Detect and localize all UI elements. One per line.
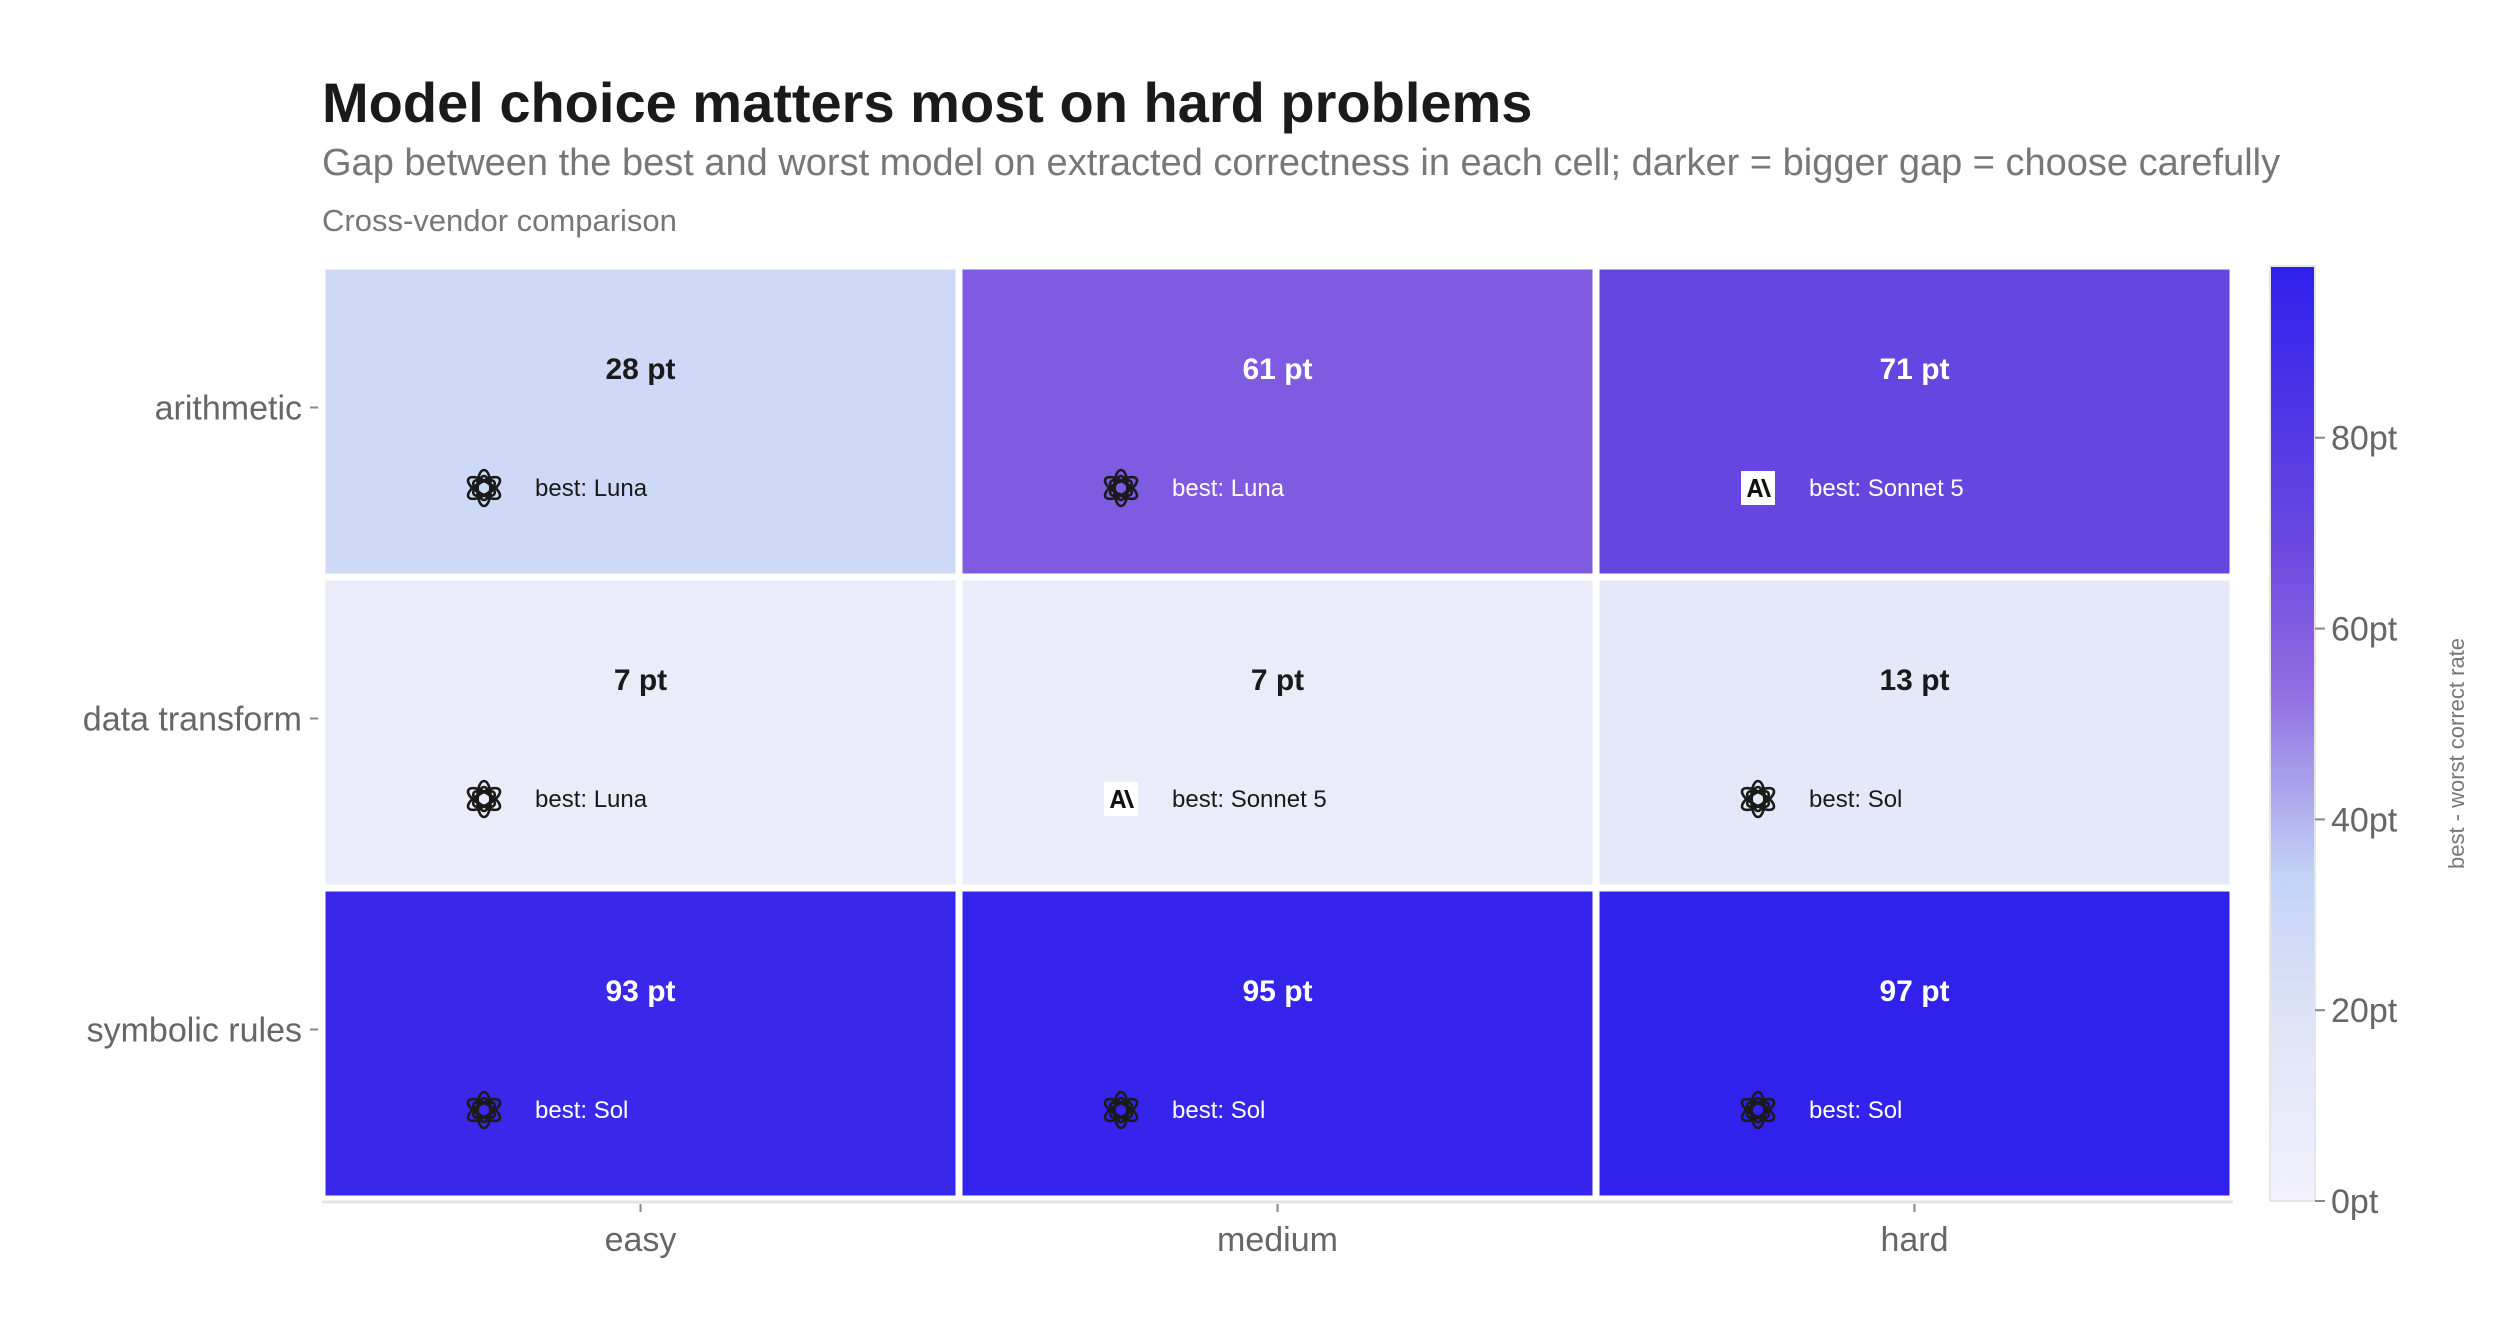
- cell-best-model-label: best: Sol: [535, 1097, 628, 1124]
- heatmap-cell-rect: [318, 573, 963, 892]
- heatmap-cell-rect: [1592, 262, 2237, 581]
- y-tick-label: arithmetic: [155, 390, 302, 428]
- cell-value-label: 97 pt: [1879, 975, 1949, 1008]
- cell-value-label: 71 pt: [1879, 353, 1949, 386]
- cell-best-model-label: best: Luna: [535, 786, 648, 813]
- cell-value-label: 93 pt: [605, 975, 675, 1008]
- heatmap-cell-rect: [318, 884, 963, 1203]
- colorbar-tick-label: 80pt: [2331, 420, 2398, 458]
- colorbar: 0pt 20pt 40pt 60pt 80pt best - worst correct …: [2269, 265, 2469, 1221]
- heatmap-cell: 97 pt best: Sol: [1592, 884, 2237, 1203]
- anthropic-logo-icon: [1741, 471, 1775, 505]
- cell-value-label: 13 pt: [1879, 664, 1949, 697]
- heatmap-cells: 28 pt best: Luna 61 pt best: Luna 71 pt best:…: [318, 262, 2237, 1203]
- cell-value-label: 7 pt: [1251, 664, 1304, 697]
- heatmap-cell: 61 pt best: Luna: [955, 262, 1600, 581]
- colorbar-tick-label: 0pt: [2331, 1183, 2379, 1221]
- heatmap-cell: 7 pt best: Sonnet 5: [955, 573, 1600, 892]
- y-tick-label: symbolic rules: [87, 1012, 302, 1050]
- colorbar-tick-label: 60pt: [2331, 611, 2398, 649]
- cell-best-model-label: best: Luna: [535, 475, 648, 502]
- heatmap-cell-rect: [955, 884, 1600, 1203]
- cell-best-model-label: best: Sonnet 5: [1809, 475, 1964, 502]
- colorbar-gradient: [2269, 265, 2316, 1202]
- cell-value-label: 95 pt: [1242, 975, 1312, 1008]
- heatmap-cell: 7 pt best: Luna: [318, 573, 963, 892]
- cell-best-model-label: best: Sonnet 5: [1172, 786, 1327, 813]
- heatmap-cell: 93 pt best: Sol: [318, 884, 963, 1203]
- colorbar-tick-label: 40pt: [2331, 801, 2398, 839]
- colorbar-tick-label: 20pt: [2331, 992, 2398, 1030]
- heatmap-cell: 95 pt best: Sol: [955, 884, 1600, 1203]
- x-tick-label: medium: [1217, 1221, 1338, 1259]
- chart-subtitle: Gap between the best and worst model on …: [322, 142, 2281, 184]
- heatmap-cell-rect: [1592, 573, 2237, 892]
- heatmap-cell-rect: [955, 573, 1600, 892]
- heatmap-cell: 28 pt best: Luna: [318, 262, 963, 581]
- cell-best-model-label: best: Sol: [1809, 1097, 1902, 1124]
- cell-best-model-label: best: Luna: [1172, 475, 1285, 502]
- anthropic-logo-icon: [1104, 782, 1138, 816]
- y-tick-label: data transform: [83, 701, 302, 739]
- cell-value-label: 28 pt: [605, 353, 675, 386]
- colorbar-title: best - worst correct rate: [2444, 638, 2469, 869]
- cell-value-label: 7 pt: [614, 664, 667, 697]
- x-tick-label: hard: [1880, 1221, 1948, 1259]
- heatmap-cell: 13 pt best: Sol: [1592, 573, 2237, 892]
- cell-value-label: 61 pt: [1242, 353, 1312, 386]
- cell-best-model-label: best: Sol: [1172, 1097, 1265, 1124]
- cell-best-model-label: best: Sol: [1809, 786, 1902, 813]
- chart-title: Model choice matters most on hard proble…: [322, 71, 1533, 134]
- chart-note: Cross-vendor comparison: [322, 203, 677, 238]
- heatmap-cell-rect: [1592, 884, 2237, 1203]
- heatmap-cell-rect: [955, 262, 1600, 581]
- heatmap-cell-rect: [318, 262, 963, 581]
- heatmap-axes: arithmetic data transform symbolic rules ea…: [83, 390, 2233, 1259]
- heatmap-cell: 71 pt best: Sonnet 5: [1592, 262, 2237, 581]
- x-tick-label: easy: [605, 1221, 677, 1259]
